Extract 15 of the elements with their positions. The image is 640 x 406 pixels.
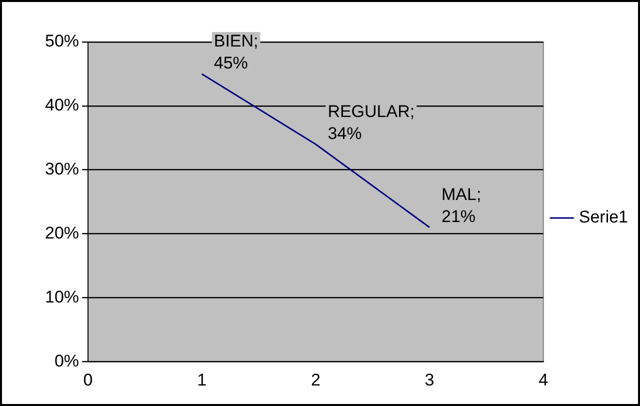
y-tick-label: 20% xyxy=(44,223,80,242)
y-tick-label: 50% xyxy=(44,32,80,51)
x-tick-label: 4 xyxy=(538,370,548,390)
x-tick-label: 0 xyxy=(83,370,93,390)
y-tick-label: 0% xyxy=(54,351,80,370)
x-tick-label: 2 xyxy=(310,370,320,390)
data-label: REGULAR; 34% xyxy=(328,102,415,143)
y-tick-label: 30% xyxy=(44,160,80,179)
x-tick-label: 3 xyxy=(424,370,434,390)
y-tick-label: 10% xyxy=(44,287,80,306)
data-label: MAL; 21% xyxy=(442,185,482,226)
x-tick-label: 1 xyxy=(197,370,207,390)
y-tick-label: 40% xyxy=(44,96,80,115)
data-label: BIEN; 45% xyxy=(214,32,258,73)
legend-label: Serie1 xyxy=(578,208,628,227)
